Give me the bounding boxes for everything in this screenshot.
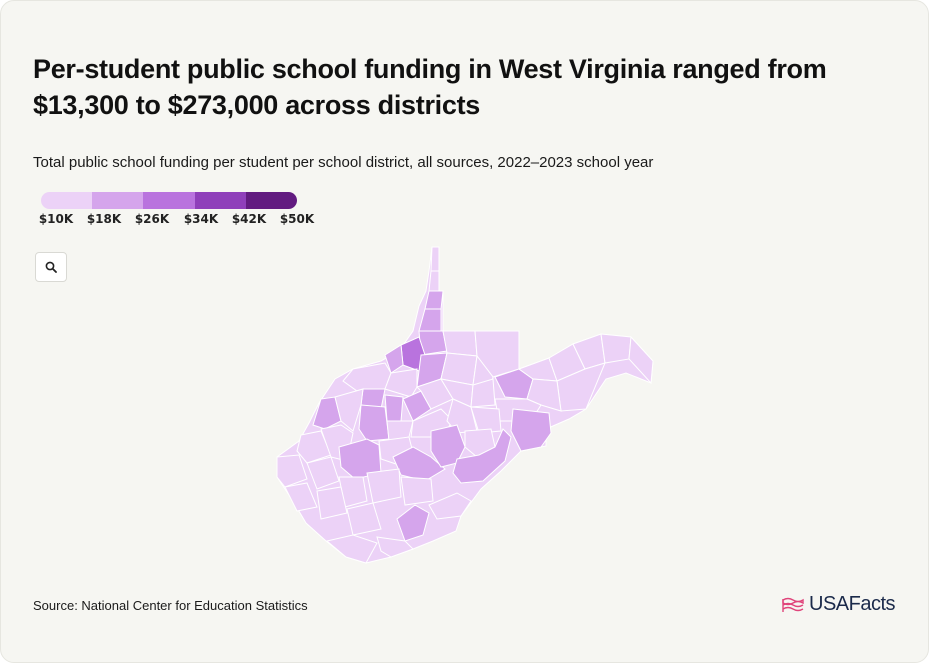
county — [316, 486, 348, 520]
county — [284, 482, 318, 512]
zoom-button[interactable] — [35, 252, 67, 282]
county — [470, 378, 496, 408]
county — [510, 408, 552, 452]
legend-swatch-2 — [92, 192, 144, 209]
legend-swatch-4 — [194, 192, 246, 209]
legend-label: $50K — [279, 212, 315, 226]
county — [470, 406, 502, 434]
county — [306, 456, 340, 490]
chart-subtitle: Total public school funding per student … — [33, 154, 654, 171]
county — [358, 404, 390, 442]
county — [428, 270, 440, 292]
county — [526, 378, 562, 412]
legend-label: $26K — [134, 212, 170, 226]
county — [396, 504, 430, 542]
legend-label: $10K — [38, 212, 74, 226]
legend-color-scale — [41, 192, 297, 209]
county — [296, 430, 332, 464]
county — [376, 536, 414, 558]
county — [346, 502, 382, 536]
county — [384, 368, 418, 398]
legend-labels: $10K $18K $26K $34K $42K $50K — [38, 212, 321, 228]
county — [442, 330, 478, 357]
county — [628, 335, 654, 385]
legend-swatch-5 — [245, 192, 297, 209]
search-icon — [45, 261, 57, 273]
logo-text: USAFacts — [809, 593, 896, 615]
county — [452, 428, 512, 484]
county — [416, 378, 454, 410]
county — [334, 388, 364, 432]
flag-icon — [782, 597, 804, 612]
county — [384, 394, 404, 422]
source-note: Source: National Center for Education St… — [33, 598, 308, 613]
county — [384, 344, 404, 374]
county — [428, 492, 472, 520]
county — [276, 454, 308, 488]
county — [400, 476, 434, 506]
chart-title: Per-student public school funding in Wes… — [33, 54, 827, 120]
legend-label: $42K — [231, 212, 267, 226]
county — [312, 396, 342, 430]
legend-swatch-1 — [41, 192, 93, 209]
usafacts-logo[interactable]: USAFacts — [781, 593, 896, 616]
color-legend: $10K $18K $26K $34K $42K $50K — [38, 192, 321, 228]
legend-label: $34K — [183, 212, 219, 226]
legend-swatch-3 — [143, 192, 195, 209]
county — [366, 468, 402, 504]
county — [392, 446, 446, 482]
county — [600, 333, 632, 364]
county — [430, 246, 440, 272]
legend-label: $18K — [86, 212, 122, 226]
county — [325, 534, 378, 564]
